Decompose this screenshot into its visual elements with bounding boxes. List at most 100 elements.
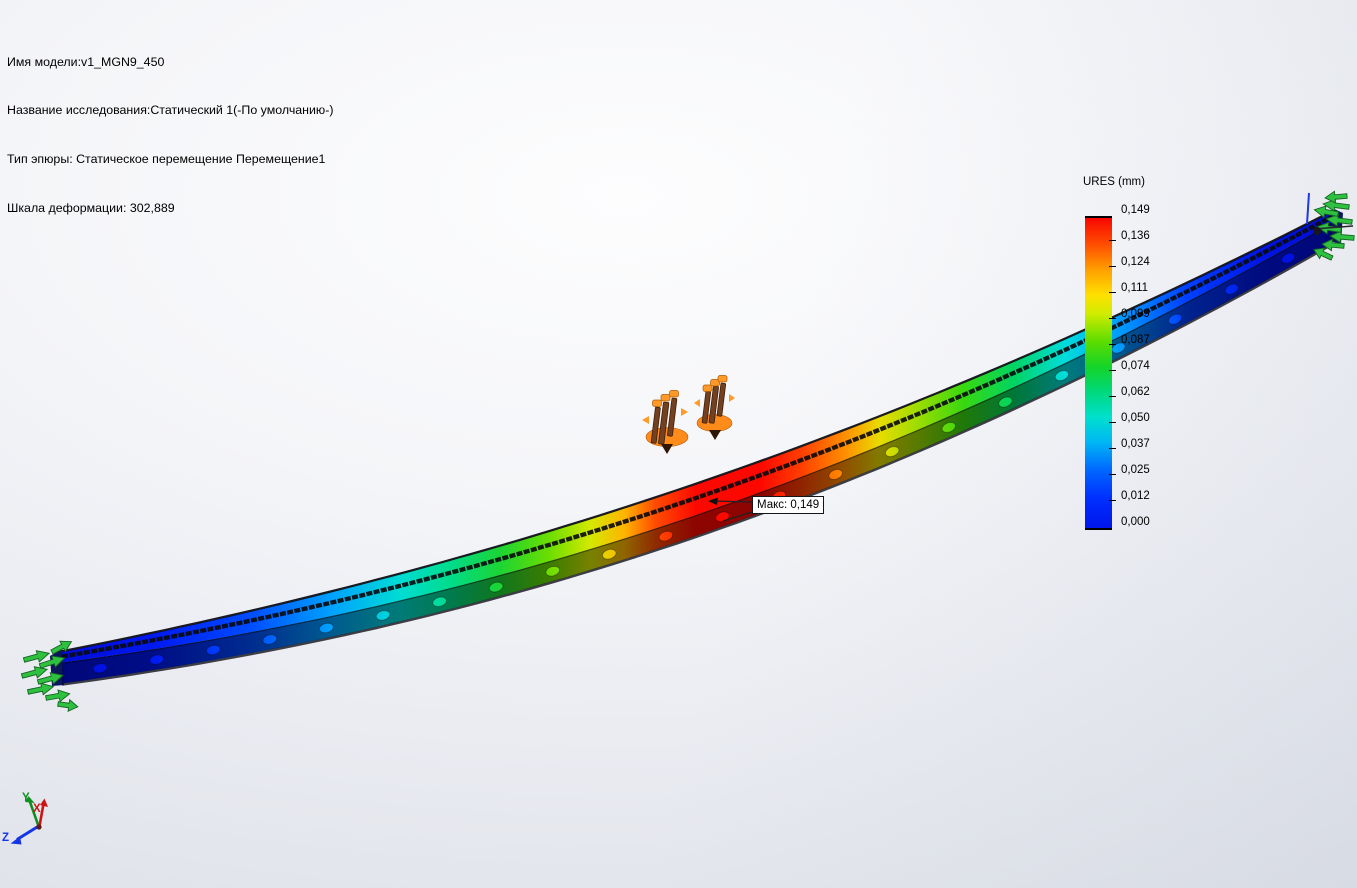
connector-cap (710, 379, 720, 387)
legend-tick-mark (1109, 344, 1116, 346)
fixture-arrow[interactable] (20, 664, 49, 682)
triad-x-axis (38, 803, 45, 827)
triad-z-axis (16, 825, 39, 841)
connector-cone (642, 416, 649, 424)
rail-hole (941, 421, 957, 433)
legend-tick-label: 0,074 (1121, 360, 1150, 372)
triad-x-arrowhead (40, 798, 48, 807)
rail-hole (1224, 283, 1239, 295)
connector-pin (650, 406, 661, 444)
legend-tick-mark (1109, 370, 1116, 372)
legend-tick-mark (1085, 528, 1112, 530)
fixture-arrow[interactable] (1313, 204, 1339, 220)
legend-tick-mark (1109, 240, 1116, 242)
fixture-arrow[interactable] (1324, 190, 1348, 204)
connector-cone (729, 394, 735, 402)
connector-load-b[interactable] (694, 375, 735, 441)
fixture-arrow[interactable] (1311, 244, 1334, 263)
connector-cap (660, 394, 671, 402)
leader-arrowhead (708, 497, 718, 505)
fixture-arrow[interactable] (1321, 238, 1345, 252)
legend-tick-label: 0,037 (1121, 438, 1150, 450)
legend-tick-label: 0,111 (1121, 282, 1149, 294)
rail-hole (262, 634, 278, 645)
rail-chamfer-line (61, 222, 1333, 664)
triad-y-label: Y (22, 792, 30, 804)
rail-mounting-holes (92, 252, 1296, 674)
fixture-arrow[interactable] (49, 637, 74, 658)
rail-hole (432, 596, 447, 608)
rail-hole (92, 662, 108, 674)
reference-edge-dark (1313, 225, 1354, 230)
fixture-arrow[interactable] (1325, 213, 1353, 228)
rail-hole (375, 610, 391, 621)
rail-hole (1111, 342, 1126, 354)
legend-tick-mark (1109, 266, 1116, 268)
connector-pin (667, 397, 678, 437)
rail-hole (205, 644, 221, 656)
legend-color-bar[interactable] (1085, 217, 1112, 529)
fixture-arrow[interactable] (45, 688, 71, 704)
legend-tick-mark (1109, 396, 1116, 398)
connector-cap (702, 384, 713, 392)
connector-cone (681, 408, 688, 416)
triad-y-axis (28, 801, 40, 827)
fixture-cluster-left[interactable] (20, 637, 79, 713)
rail-bottom-edge (61, 243, 1333, 686)
connector-cap (652, 399, 662, 407)
triad-origin (36, 824, 42, 830)
orientation-triad: YX Z (2, 792, 48, 845)
plot-type-line: Тип эпюры: Статическое перемещение Перем… (7, 152, 326, 167)
triad-x-label: X (33, 803, 41, 815)
connector-load-a[interactable] (642, 390, 689, 455)
rail-hole (884, 446, 900, 458)
fixture-arrow[interactable] (22, 648, 51, 666)
rail-hole (601, 548, 617, 560)
rail-hole (488, 581, 504, 593)
rail-hole (1167, 313, 1183, 325)
connector-cone (694, 399, 700, 407)
fixture-arrow[interactable] (57, 698, 79, 713)
rail-hole (319, 622, 334, 634)
fixture-arrow[interactable] (38, 652, 66, 671)
connector-cap (669, 390, 679, 398)
connector-tip (661, 444, 673, 454)
fixture-arrow[interactable] (36, 670, 65, 688)
rail-hole (1281, 252, 1296, 264)
rail-hole (828, 469, 843, 480)
fixture-arrow[interactable] (1322, 198, 1350, 213)
right-end-detail (1313, 227, 1321, 235)
legend-tick-mark (1109, 292, 1116, 294)
legend-tick-mark (1109, 500, 1116, 502)
max-annotation-leader (708, 497, 753, 522)
plot-header: Имя модели:v1_MGN9_450 Название исследов… (7, 21, 333, 249)
rail-top-edge (61, 210, 1333, 653)
rail-hole (149, 654, 165, 665)
legend-title: URES (mm) (1083, 176, 1145, 188)
rail-hole (1054, 370, 1070, 382)
legend-tick-label: 0,087 (1121, 334, 1150, 346)
legend-tick-label: 0,050 (1121, 412, 1150, 424)
reference-edge-blue (1306, 192, 1310, 225)
max-value-callout[interactable]: Макс: 0,149 (752, 496, 825, 514)
legend-tick-label: 0,012 (1121, 490, 1150, 502)
deform-scale-line: Шкала деформации: 302,889 (7, 201, 175, 216)
legend-tick-mark (1109, 318, 1116, 320)
rail-hole (545, 565, 561, 577)
legend-tick-mark (1085, 216, 1112, 218)
fixture-arrow[interactable] (1329, 230, 1355, 244)
connector-pin (716, 382, 727, 417)
triad-y-arrowhead (25, 796, 35, 803)
model-name-line: Имя модели:v1_MGN9_450 (7, 54, 165, 69)
legend-tick-label: 0,124 (1121, 256, 1150, 268)
fixture-arrow[interactable] (26, 681, 55, 698)
fixture-cluster-right[interactable] (1311, 190, 1355, 263)
triad-z-label: Z (2, 832, 9, 844)
legend-tick-mark (1109, 422, 1116, 424)
legend-tick-label: 0,025 (1121, 464, 1150, 476)
legend-tick-mark (1109, 474, 1116, 476)
rail-raceway-groove (61, 214, 1334, 659)
connector-cap (717, 375, 728, 383)
